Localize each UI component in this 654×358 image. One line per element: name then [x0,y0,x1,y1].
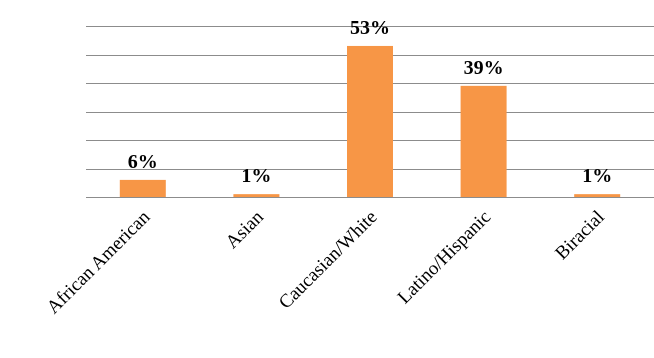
data-label: 1% [241,165,271,187]
bar-caucasian-white [347,45,393,198]
bar-asian [233,194,280,197]
category-labels: African American Asian Caucasian/White Lati… [43,206,609,318]
bar-biracial [574,194,621,197]
category-label: Caucasian/White [275,207,382,314]
bar-african-american [119,179,166,197]
data-labels: 6% 1% 53% 39% 1% [128,17,612,187]
data-label: 39% [464,57,504,79]
data-label: 53% [350,17,390,39]
data-label: 6% [128,151,158,173]
data-label: 1% [582,165,612,187]
category-label: African American [43,206,155,318]
category-label: Biracial [551,207,608,264]
bars [119,45,621,198]
category-label: Latino/Hispanic [394,207,495,308]
category-label: Asian [222,206,269,253]
bar-latino-hispanic [460,85,507,197]
